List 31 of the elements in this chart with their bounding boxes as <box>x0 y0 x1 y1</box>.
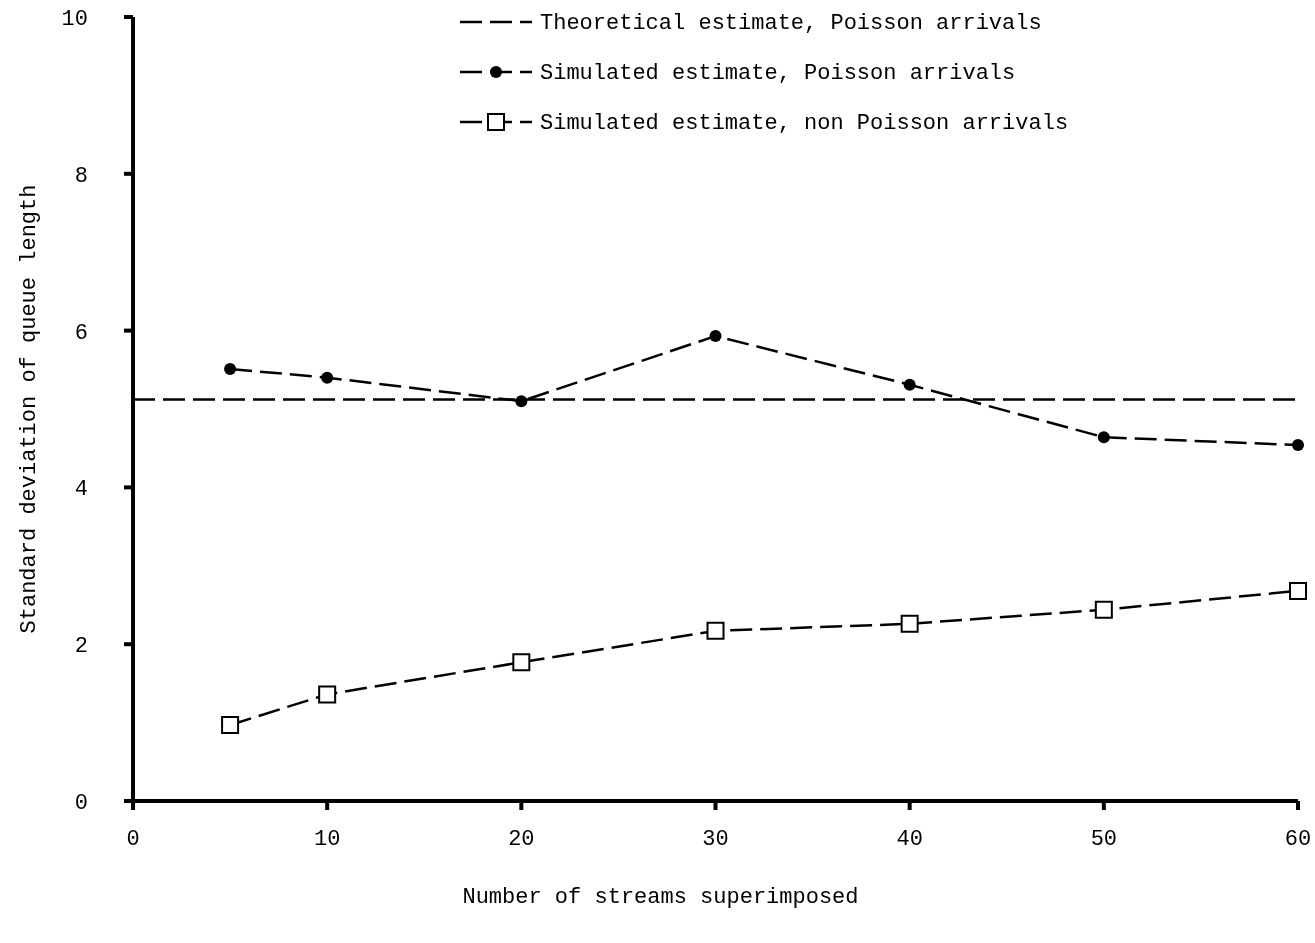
point <box>900 614 919 633</box>
point <box>1292 439 1304 452</box>
point <box>512 653 531 672</box>
point <box>903 378 916 391</box>
point <box>515 395 528 408</box>
x-tick-label: 30 <box>702 827 729 852</box>
point <box>1097 431 1110 444</box>
y-tick-label: 2 <box>74 634 88 660</box>
y-tick-label: 0 <box>74 791 88 816</box>
point <box>221 715 240 734</box>
legend-label: Theoretical estimate, Poisson arrivals <box>540 11 1042 36</box>
y-tick-label: 10 <box>61 7 88 32</box>
point <box>709 330 722 343</box>
x-tick-label: 60 <box>1284 827 1312 852</box>
x-tick-label: 0 <box>126 827 140 852</box>
y-axis-title: Standard deviation of queue length <box>17 184 42 634</box>
legend-label: Simulated estimate, Poisson arrivals <box>540 61 1016 86</box>
x-axis-title: Number of streams superimposed <box>462 885 859 910</box>
point <box>318 685 337 704</box>
x-tick-label: 20 <box>508 827 535 852</box>
point <box>321 371 334 384</box>
x-tick-label: 40 <box>896 827 923 852</box>
point <box>706 621 725 640</box>
x-tick-label: 10 <box>313 827 341 852</box>
x-tick-label: 50 <box>1090 827 1118 852</box>
legend-label: Simulated estimate, non Poisson arrivals <box>540 111 1069 136</box>
y-tick-label: 4 <box>74 477 88 503</box>
point <box>224 363 237 376</box>
y-tick-label: 8 <box>74 163 88 189</box>
point <box>1094 600 1113 619</box>
y-tick-label: 6 <box>74 320 88 346</box>
